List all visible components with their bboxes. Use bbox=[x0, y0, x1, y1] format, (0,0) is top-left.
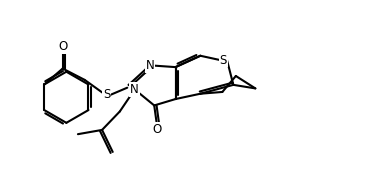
Text: O: O bbox=[58, 40, 67, 53]
Text: N: N bbox=[145, 59, 154, 72]
Text: N: N bbox=[130, 83, 139, 96]
Text: S: S bbox=[103, 88, 110, 101]
Text: S: S bbox=[220, 53, 227, 66]
Text: O: O bbox=[153, 123, 162, 136]
